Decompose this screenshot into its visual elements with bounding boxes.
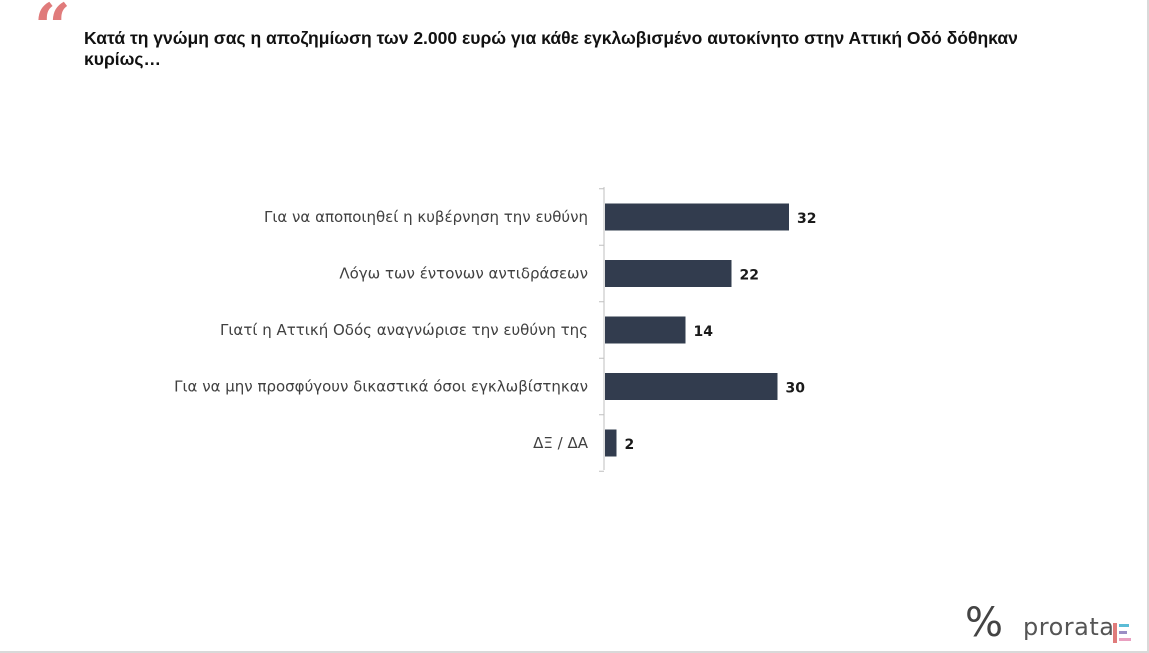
- prorata-logo: % prorata: [965, 603, 1140, 645]
- category-label: Γιατί η Αττική Οδός αναγνώρισε την ευθύν…: [220, 321, 588, 339]
- category-label: Λόγω των έντονων αντιδράσεων: [339, 265, 588, 283]
- data-label: 14: [694, 324, 714, 340]
- brand-name: prorata: [1023, 613, 1115, 641]
- data-label: 22: [740, 268, 759, 284]
- bar: [605, 429, 617, 457]
- category-label: Για να αποποιηθεί η κυβέρνηση την ευθύνη: [264, 208, 588, 226]
- brand-bar: [1119, 624, 1129, 627]
- brand-bar: [1113, 623, 1117, 643]
- data-label: 2: [625, 437, 635, 453]
- brand-bars-icon: [1113, 623, 1133, 643]
- bar: [605, 203, 789, 231]
- bar: [605, 316, 686, 344]
- brand-bar: [1119, 631, 1127, 634]
- data-label: 30: [786, 381, 806, 397]
- category-label: Για να μην προσφύγουν δικαστικά όσοι εγκ…: [174, 378, 588, 396]
- category-label: ΔΞ / ΔΑ: [533, 434, 589, 452]
- page-title: Κατά τη γνώμη σας η αποζημίωση των 2.000…: [84, 28, 1018, 69]
- data-label: 32: [797, 211, 816, 227]
- brand-bar: [1119, 638, 1131, 641]
- quote-icon: “: [34, 0, 71, 65]
- bar: [605, 373, 778, 400]
- bar: [605, 260, 732, 287]
- percent-logo-icon: %: [965, 600, 1004, 646]
